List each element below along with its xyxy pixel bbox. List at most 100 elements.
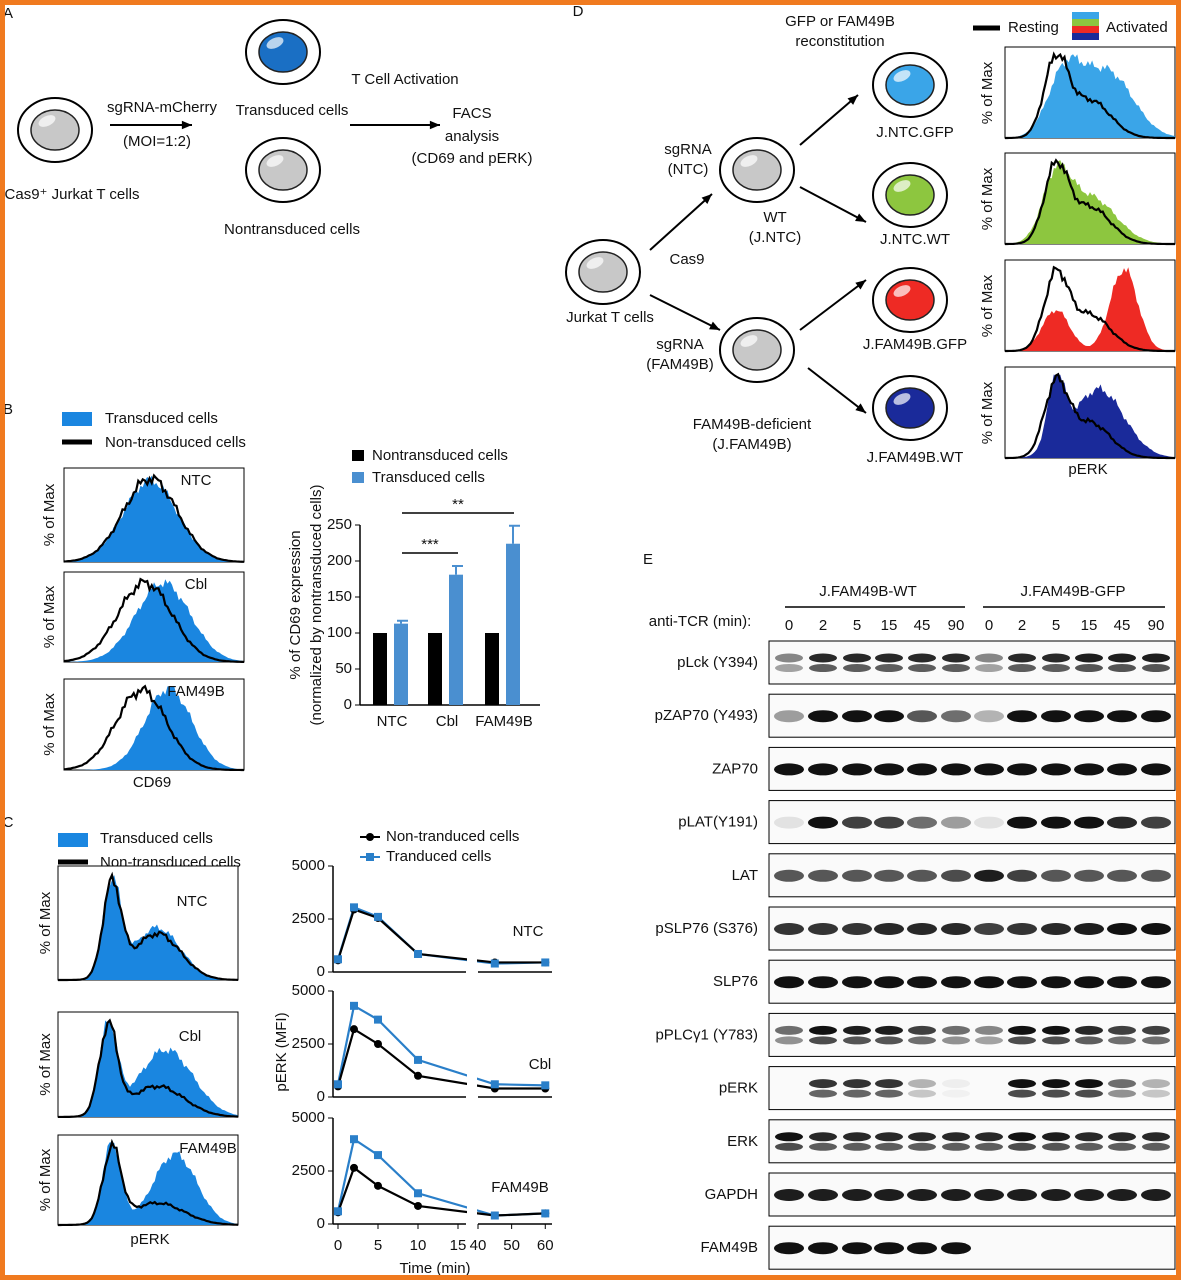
band [774, 763, 804, 776]
blot-label: SLP76 [713, 973, 758, 990]
histogram-resting [1004, 265, 1176, 353]
bar [506, 543, 520, 705]
band [1142, 1079, 1170, 1089]
band [907, 710, 937, 723]
histogram-activated [64, 475, 244, 562]
band [975, 1132, 1003, 1142]
band [1075, 1132, 1103, 1142]
panel-letter: C [3, 814, 14, 831]
band [1075, 653, 1103, 663]
band [1008, 1025, 1036, 1035]
axis-label: % of Max [979, 381, 996, 444]
label: (CD69 and pERK) [412, 150, 533, 167]
band [774, 816, 804, 829]
band [774, 1242, 804, 1255]
band [942, 653, 970, 663]
band [1042, 664, 1070, 672]
band [843, 1079, 871, 1089]
label: (J.NTC) [749, 229, 802, 246]
band [875, 653, 903, 663]
band [941, 869, 971, 882]
label: J.NTC.GFP [876, 124, 954, 141]
band [808, 1242, 838, 1255]
band [908, 1132, 936, 1142]
histogram-resting [63, 473, 245, 563]
legend-activated-swatch [1072, 12, 1099, 19]
band [843, 664, 871, 672]
band [974, 869, 1004, 882]
label: J.NTC.WT [880, 231, 950, 248]
legend-label: Nontransduced cells [372, 447, 508, 464]
label: (FAM49B) [646, 356, 714, 373]
arrow-head [847, 95, 858, 105]
band [1007, 1189, 1037, 1201]
x-tick-label: 40 [470, 1237, 487, 1254]
band [1141, 710, 1171, 723]
band [1074, 710, 1104, 723]
band [907, 1189, 937, 1201]
blot-label: ZAP70 [712, 760, 758, 777]
band [1041, 1189, 1071, 1201]
band [1141, 763, 1171, 776]
band [974, 923, 1004, 935]
lane-label: 45 [914, 617, 931, 634]
highlight [586, 257, 604, 269]
band [808, 923, 838, 935]
arrow-head [429, 120, 440, 130]
band [975, 1036, 1003, 1045]
band [1107, 710, 1137, 723]
arrow-head [181, 120, 192, 130]
blot-label: pERK [719, 1080, 758, 1097]
axis-label: % of Max [979, 167, 996, 230]
band [1042, 1025, 1070, 1035]
band [843, 1142, 871, 1151]
blot-frame [768, 1012, 1176, 1057]
band [874, 763, 904, 776]
histogram-activated [1005, 160, 1175, 244]
band [774, 869, 804, 882]
band [1041, 869, 1071, 882]
highlight [740, 335, 758, 347]
band [1142, 1089, 1170, 1098]
label: Transduced cells [105, 410, 218, 427]
band [974, 763, 1004, 776]
marker [541, 958, 550, 967]
band [774, 710, 804, 723]
y-tick-label: 100 [327, 624, 352, 641]
histogram-resting [63, 684, 245, 772]
label: reconstitution [795, 33, 884, 50]
axis-label: pERK [1068, 461, 1107, 478]
band [941, 1242, 971, 1255]
axis-break [467, 864, 477, 971]
label: analysis [445, 128, 499, 145]
data-line [336, 1027, 546, 1090]
band [1074, 976, 1104, 989]
blot-frame [768, 1066, 1176, 1111]
histogram-label: NTC [181, 472, 212, 489]
blot-label: pLck (Y394) [677, 654, 758, 671]
band [1007, 816, 1037, 829]
marker [414, 1201, 422, 1210]
x-tick-label: NTC [377, 713, 408, 730]
bar [373, 633, 387, 705]
histogram-resting [1004, 158, 1176, 246]
marker [490, 1211, 499, 1220]
band [843, 653, 871, 663]
band [908, 1079, 936, 1089]
arrow [807, 367, 867, 414]
band [875, 1025, 903, 1035]
band [1042, 653, 1070, 663]
y-tick-label: 5000 [292, 857, 325, 874]
marker [374, 1015, 382, 1024]
band [808, 710, 838, 723]
band [1042, 1036, 1070, 1045]
blot-frame [768, 640, 1176, 685]
band [1075, 1089, 1103, 1098]
bar [449, 574, 463, 705]
band [1108, 1089, 1136, 1098]
x-tick-label: 50 [503, 1237, 520, 1254]
band [942, 664, 970, 672]
band [1141, 976, 1171, 989]
marker [334, 955, 342, 964]
